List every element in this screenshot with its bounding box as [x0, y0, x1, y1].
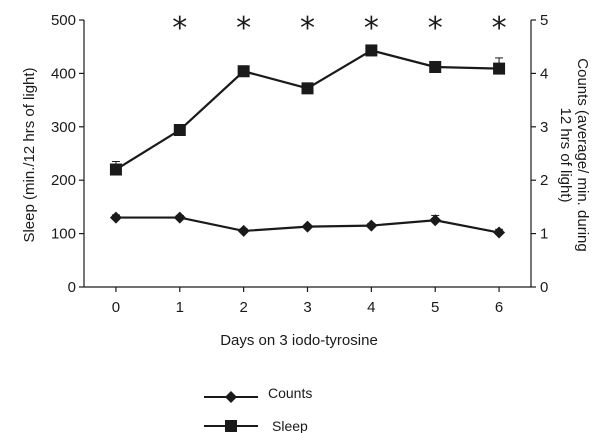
y-right-tick-label: 4	[540, 65, 548, 82]
legend-item-sleep: Sleep	[204, 418, 308, 433]
legend-label-sleep: Sleep	[272, 418, 308, 433]
y-right-tick-label: 2	[540, 172, 548, 189]
y-left-tick-label: 400	[51, 65, 76, 82]
y-axis-right-title-line2: 12 hrs of light)	[557, 107, 574, 202]
significance-star: *	[236, 11, 251, 46]
legend-marker-sleep	[225, 420, 237, 432]
data-point-counts	[429, 214, 442, 227]
significance-star: *	[300, 11, 315, 46]
series-counts	[109, 211, 506, 239]
data-point-counts	[173, 211, 186, 224]
data-point-sleep	[301, 82, 314, 95]
significance-star: *	[492, 11, 507, 46]
series-group	[109, 44, 506, 239]
axes	[83, 20, 532, 288]
tick-group: 0 100 200 300 400 500 0 1 2 3 4 5 0 1 2 3 4 5 6	[51, 12, 548, 316]
data-point-counts	[365, 219, 378, 232]
y-left-tick-label: 0	[68, 279, 76, 296]
legend: Counts Sleep	[204, 385, 312, 433]
data-point-counts	[109, 211, 122, 224]
y-axis-left-title: Sleep (min./12 hrs of light)	[21, 67, 38, 242]
data-point-sleep	[173, 124, 186, 137]
significance-star: *	[428, 11, 443, 46]
x-tick-label: 2	[239, 299, 247, 316]
data-point-sleep	[237, 65, 250, 78]
legend-item-counts: Counts	[204, 385, 312, 403]
x-tick-label: 1	[176, 299, 184, 316]
significance-markers: * * * * * *	[172, 11, 506, 46]
x-tick-label: 6	[495, 299, 503, 316]
y-right-tick-label: 0	[540, 279, 548, 296]
x-tick-label: 0	[112, 299, 120, 316]
data-point-sleep	[429, 60, 442, 73]
legend-label-counts: Counts	[268, 385, 312, 401]
x-tick-label: 3	[303, 299, 311, 316]
data-point-counts	[301, 220, 314, 233]
y-right-tick-label: 1	[540, 226, 548, 243]
data-point-counts	[237, 224, 250, 237]
y-left-tick-label: 300	[51, 119, 76, 136]
y-right-tick-label: 5	[540, 12, 548, 29]
data-point-sleep	[109, 163, 122, 176]
y-axis-right-title: Counts (average/ min. during	[574, 58, 591, 251]
legend-marker-counts	[225, 391, 237, 403]
significance-star: *	[172, 11, 187, 46]
x-axis-title: Days on 3 iodo-tyrosine	[220, 332, 378, 349]
y-left-tick-label: 500	[51, 12, 76, 29]
y-left-tick-label: 100	[51, 226, 76, 243]
x-tick-label: 4	[367, 299, 375, 316]
x-tick-label: 5	[431, 299, 439, 316]
y-left-tick-label: 200	[51, 172, 76, 189]
significance-star: *	[364, 11, 379, 46]
data-point-sleep	[365, 44, 378, 57]
series-line-sleep	[115, 49, 500, 171]
data-point-sleep	[493, 62, 506, 75]
series-sleep	[109, 44, 506, 176]
y-right-tick-label: 3	[540, 119, 548, 136]
data-point-counts	[493, 226, 506, 239]
